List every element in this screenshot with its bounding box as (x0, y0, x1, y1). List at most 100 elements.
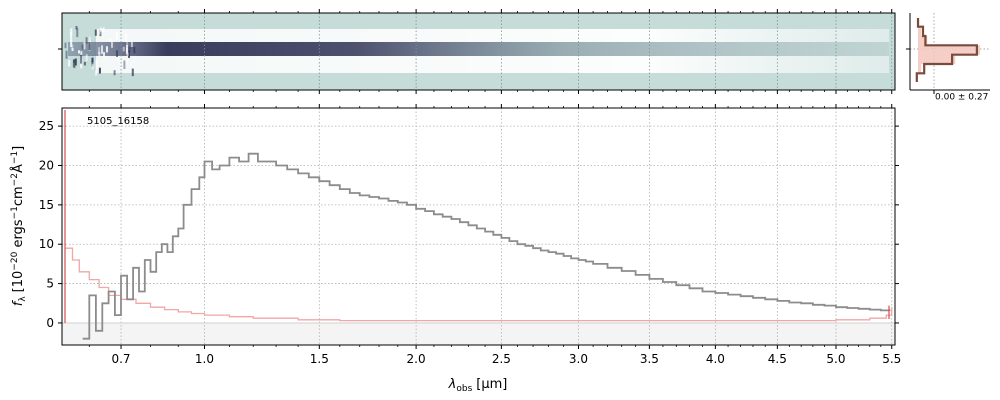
spectrum-2d-noise-pixel (85, 37, 88, 44)
spectrum-2d-noise-pixel (91, 60, 94, 67)
spectrum-2d-noise-pixel (76, 28, 79, 38)
spectrum-2d-noise-pixel (95, 70, 98, 76)
x-tick-label: 0.7 (111, 352, 130, 366)
x-tick-label: 3.5 (640, 352, 659, 366)
spectrum-2d-noise-pixel (75, 26, 78, 30)
spectrum-2d-noise-pixel (70, 28, 73, 36)
spectrum-2d-ticks (88, 9, 893, 94)
spectrum-2d-noise-pixel (117, 56, 120, 61)
spectrum-2d-noise-pixel (83, 41, 86, 50)
spectrum-2d-noise-pixel (122, 46, 125, 52)
spectrum-2d-noise-pixel (119, 58, 122, 66)
spectrum-2d-noise-pixel (91, 57, 94, 63)
spectrum-2d-noise-pixel (85, 54, 88, 62)
x-tick-label: 5.5 (882, 352, 901, 366)
flux-series (82, 152, 891, 340)
spectrum-2d-noise-pixel (78, 50, 80, 54)
spectrum-2d-noise-pixel (116, 32, 118, 40)
spectrum-2d-noise-pixel (126, 52, 129, 57)
spectrum-2d-noise-pixel (80, 54, 83, 64)
plot-background (62, 108, 895, 345)
spectrum-2d-noise-pixel (128, 51, 130, 58)
y-tick-label: 5 (46, 277, 54, 291)
spectrum-2d-noise-pixel (128, 46, 131, 53)
spectrum-2d-noise-pixel (69, 29, 72, 34)
spectrum-2d-noise-pixel (68, 60, 71, 67)
x-tick-label: 5.0 (826, 352, 845, 366)
x-tick-label: 3.0 (569, 352, 588, 366)
y-axis-label: fλ[10−20 ergs−1cm−2Å−1] (10, 146, 28, 306)
ticks: 0.7 1.0 1.5 2.0 2.5 3.0 3.5 4.0 4.5 5.0 5.5 0 5 10 15 2… (39, 104, 901, 366)
x-tick-label: 4.5 (768, 352, 787, 366)
spectrum-2d-noise-pixel (130, 40, 133, 47)
x-tick-label: 1.5 (310, 352, 329, 366)
zero-band (62, 323, 895, 345)
spectrum-2d-noise-pixel (131, 68, 134, 77)
spectrum-2d-noise-pixel (108, 38, 111, 42)
spectrum-2d-noise-pixel (100, 27, 102, 32)
spectrum-2d-noise-pixel (133, 47, 136, 54)
spectrum-2d-noise-pixel (95, 60, 98, 69)
plot-frame (61, 107, 896, 346)
spectrum-2d-noise-pixel (80, 60, 83, 69)
object-label: 5105_16158 (87, 116, 149, 127)
y-tick-label: 10 (39, 237, 54, 251)
profile-data-line (915, 18, 978, 82)
spectrum-2d-noise-pixel (71, 44, 74, 50)
spectrum-2d-noise-pixel (106, 46, 108, 53)
x-axis-label: λobs [μm] (448, 377, 508, 394)
spectrum-2d-noise-pixel (125, 33, 128, 42)
spectrum-2d-noise-pixel (126, 41, 129, 47)
x-tick-label: 2.0 (407, 352, 426, 366)
spectrum-2d-noise-pixel (70, 40, 73, 47)
spectrum-2d-noise-pixel (80, 51, 83, 56)
spectrum-2d-noise-pixel (88, 42, 91, 50)
spectrum-2d-noise-pixel (130, 62, 133, 67)
spectrum-2d-noise-pixel (133, 56, 136, 64)
spectrum-2d-noise-pixel (65, 50, 68, 59)
y-tick-label: 15 (39, 198, 54, 212)
x-tick-label: 1.0 (195, 352, 214, 366)
y-tick-label: 25 (39, 119, 54, 133)
spectrum-2d-noise-pixel (111, 38, 113, 48)
spectrum-2d-noise-pixel (125, 59, 128, 65)
spectrum-2d-noise (64, 26, 136, 77)
profile-curves (915, 18, 980, 82)
spectrum-2d-noise-pixel (98, 67, 101, 74)
spectrum-2d-noise-pixel (81, 44, 84, 50)
x-tick-label: 2.5 (492, 352, 511, 366)
spectrum-2d-noise-pixel (88, 36, 91, 45)
spectrum-2d-noise-pixel (98, 28, 101, 35)
y-tick-label: 0 (46, 316, 54, 330)
uncertainty-series (65, 247, 893, 322)
spectrum-2d-noise-pixel (101, 28, 104, 33)
spectrum-2d-noise-pixel (91, 64, 94, 70)
spectrum-2d-noise-pixel (70, 32, 73, 41)
spectrum-2d-noise-pixel (116, 50, 118, 57)
series-layer (64, 110, 893, 340)
spectrum-2d-noise-pixel (71, 48, 74, 52)
profile-panel: 0.00 ± 0.27 (906, 13, 990, 103)
profile-annotation: 0.00 ± 0.27 (935, 93, 988, 103)
spectrum-2d-noise-pixel (94, 29, 97, 36)
spectrum-2d-noise-pixel (123, 60, 126, 69)
spectrum-2d-noise-pixel (101, 45, 103, 54)
spectrum-2d-noise-pixel (98, 51, 101, 57)
x-tick-label: 4.0 (706, 352, 725, 366)
spectrum-2d-noise-pixel (73, 59, 76, 69)
y-tick-label: 20 (39, 158, 54, 172)
spectrum-2d-noise-pixel (64, 42, 67, 49)
spectrum-2d-panel (58, 9, 896, 94)
spectrum-2d-noise-pixel (103, 52, 105, 58)
spectrum-2d-noise-pixel (98, 47, 101, 54)
spectrum-2d-trace (68, 42, 889, 56)
profile-model-fill (918, 18, 980, 82)
spectrum-2d-noise-pixel (126, 45, 128, 53)
spectrum-2d-noise-pixel (74, 58, 77, 66)
spectrum-2d-noise-pixel (83, 61, 86, 66)
spectrum-2d-noise-pixel (105, 56, 108, 60)
spectrum-2d-frame (61, 12, 896, 91)
spectrum-2d-gridlines (120, 13, 893, 90)
spectrum-1d-panel: 0.7 1.0 1.5 2.0 2.5 3.0 3.5 4.0 4.5 5.0 5.5 0 5 10 15 2… (10, 104, 901, 394)
